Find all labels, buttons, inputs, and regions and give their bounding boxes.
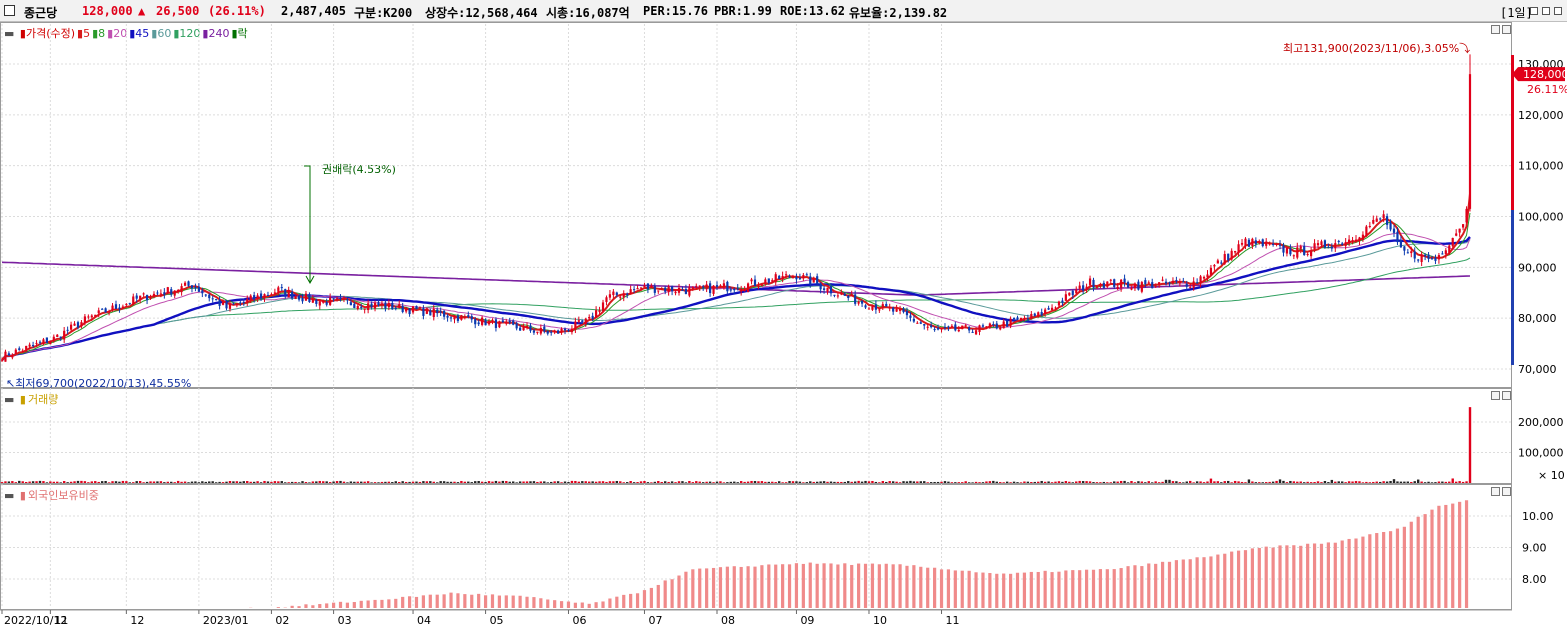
pbr-info: PBR:1.99 [714, 4, 772, 18]
pane-restore-icon[interactable] [1491, 25, 1500, 34]
legend-marker: ▮ [107, 27, 114, 40]
maximize-icon[interactable] [1542, 7, 1550, 15]
volume-y-tick: 100,000 [1518, 447, 1564, 460]
x-tick-label: 2023/01 [203, 614, 249, 627]
x-tick-label: 11 [946, 614, 960, 627]
low-price-label: 최저69,700(2022/10/13),45.55% [15, 377, 192, 390]
price-y-tick: 90,000 [1518, 261, 1557, 274]
foreign-legend: ▬ ▮ 외국인보유비중 [4, 487, 101, 503]
price-legend: ▬ ▮가격(수정) ▮5 ▮8 ▮20 ▮45 ▮60 ▮120 ▮240 ▮락 [4, 25, 252, 41]
current-price: 128,000 [82, 4, 133, 18]
volume-value: 2,487,405 [281, 4, 347, 18]
legend-label[interactable]: 락 [237, 27, 248, 40]
volume-pane[interactable] [0, 388, 1512, 484]
legend-marker: ▮ [19, 27, 26, 40]
price-y-tick: 80,000 [1518, 312, 1557, 325]
listed-shares-info: 상장수:12,568,464 [425, 6, 538, 20]
minimize-icon[interactable] [1530, 7, 1538, 15]
ex-dividend-label: 권배락(4.53%) [322, 163, 396, 176]
volume-multiplier: × 10 [1538, 469, 1565, 482]
select-checkbox[interactable] [4, 5, 15, 16]
price-y-tick: 110,000 [1518, 160, 1564, 173]
up-arrow-icon: ▲ [138, 4, 146, 18]
current-price-tag [1512, 67, 1565, 82]
x-tick-label: 09 [800, 614, 814, 627]
legend-label[interactable]: 가격(수정) [25, 27, 76, 40]
price-y-tick: 100,000 [1518, 211, 1564, 224]
price-y-tick: 120,000 [1518, 109, 1564, 122]
pane-close-icon[interactable] [1502, 25, 1511, 34]
legend-marker: ▮ [92, 27, 99, 40]
foreign-legend-marker: ▮ [19, 489, 26, 502]
legend-marker: ▮ [151, 27, 158, 40]
foreign-y-axis: 10.00 9.00 8.00 [1522, 510, 1554, 586]
foreign-y-tick: 9.00 [1522, 542, 1547, 555]
legend-marker: ▮ [173, 27, 180, 40]
high-price-label: 최고131,900(2023/11/06),3.05% [1283, 42, 1460, 55]
x-tick-label: 02 [275, 614, 289, 627]
reserve-ratio-info: 유보율:2,139.82 [849, 6, 948, 20]
close-icon[interactable] [1554, 7, 1562, 15]
x-tick-label: 10 [873, 614, 887, 627]
legend-label[interactable]: 8 [98, 27, 106, 40]
current-price-tag-label: 128,000 [1523, 68, 1567, 81]
current-pct-tag-label: 26.11% [1527, 83, 1567, 96]
volume-legend-label[interactable]: 거래량 [27, 393, 59, 406]
high-price-annotation: 최고131,900(2023/11/06),3.05%⤵ [1283, 40, 1470, 56]
low-price-annotation: ↖최저69,700(2022/10/13),45.55% [6, 375, 191, 391]
price-y-axis: 130,000 120,000 110,000 100,000 90,000 80,000… [1518, 58, 1564, 376]
x-tick-label: 04 [417, 614, 431, 627]
pane-restore-icon[interactable] [1491, 391, 1500, 400]
pane-menu-icon[interactable]: ▬ [4, 27, 15, 40]
arrow-icon: ↖ [6, 377, 16, 390]
legend-label[interactable]: 120 [179, 27, 201, 40]
market-cap-info: 시총:16,087억 [546, 6, 630, 20]
x-tick-label: 06 [572, 614, 586, 627]
pane-menu-icon[interactable]: ▬ [4, 489, 15, 502]
foreign-y-tick: 8.00 [1522, 573, 1547, 586]
x-tick-label: 07 [648, 614, 662, 627]
volume-y-axis: 200,000 100,000 [1518, 416, 1564, 460]
price-y-tick: 130,000 [1518, 58, 1564, 71]
pane-restore-icon[interactable] [1491, 487, 1500, 496]
volume-legend: ▬ ▮ 거래량 [4, 391, 60, 407]
legend-marker: ▮ [202, 27, 209, 40]
price-change: 26,500 [156, 4, 200, 18]
x-tick-label: 08 [721, 614, 735, 627]
foreign-ownership-pane[interactable] [0, 484, 1512, 610]
period-selector[interactable]: [1일] [1500, 6, 1533, 20]
legend-label[interactable]: 45 [135, 27, 150, 40]
x-tick-label: 11 [54, 614, 68, 627]
ex-dividend-annotation: 권배락(4.53%) [322, 161, 396, 177]
price-pane[interactable] [0, 22, 1512, 388]
x-tick-label: 12 [130, 614, 144, 627]
roe-info: ROE:13.62 [780, 4, 846, 18]
per-info: PER:15.76 [643, 4, 709, 18]
foreign-legend-label[interactable]: 외국인보유비중 [27, 489, 99, 502]
price-y-tick: 70,000 [1518, 363, 1557, 376]
volume-legend-marker: ▮ [19, 393, 26, 406]
pane-close-icon[interactable] [1502, 391, 1511, 400]
stock-header-bar: 종근당 128,000 ▲ 26,500 (26.11%) 2,487,405 … [0, 0, 1567, 22]
legend-items: ▮가격(수정) ▮5 ▮8 ▮20 ▮45 ▮60 ▮120 ▮240 ▮락 [20, 27, 250, 40]
arrow-icon: ⤵ [1459, 42, 1471, 55]
legend-marker: ▮ [231, 27, 238, 40]
stock-name[interactable]: 종근당 [24, 6, 58, 20]
legend-marker: ▮ [77, 27, 84, 40]
x-tick-label: 03 [338, 614, 352, 627]
legend-label[interactable]: 60 [157, 27, 172, 40]
legend-label[interactable]: 5 [83, 27, 91, 40]
x-tick-label: 05 [490, 614, 504, 627]
legend-label[interactable]: 20 [113, 27, 128, 40]
volume-y-tick: 200,000 [1518, 416, 1564, 429]
pane-close-icon[interactable] [1502, 487, 1511, 496]
foreign-y-tick: 10.00 [1522, 510, 1554, 523]
legend-label[interactable]: 240 [208, 27, 230, 40]
legend-marker: ▮ [129, 27, 136, 40]
price-change-pct: (26.11%) [208, 4, 266, 18]
pane-menu-icon[interactable]: ▬ [4, 393, 15, 406]
category-info: 구분:K200 [354, 6, 413, 20]
x-tick-label: 2022/10/12 [4, 614, 67, 627]
